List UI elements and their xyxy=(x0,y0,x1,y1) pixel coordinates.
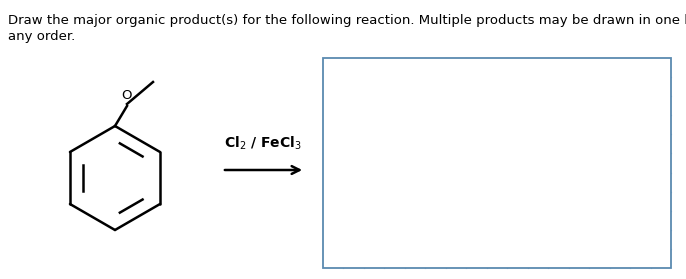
Text: Cl$_2$ / FeCl$_3$: Cl$_2$ / FeCl$_3$ xyxy=(224,134,302,152)
Text: O: O xyxy=(121,89,132,102)
Bar xyxy=(323,58,671,268)
Text: any order.: any order. xyxy=(8,30,75,43)
Text: Draw the major organic product(s) for the following reaction. Multiple products : Draw the major organic product(s) for th… xyxy=(8,14,686,27)
